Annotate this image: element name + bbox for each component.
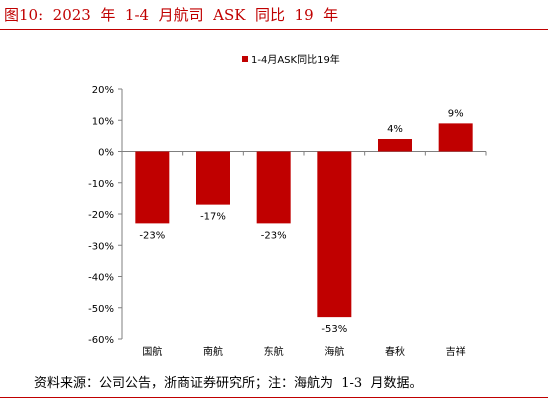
y-tick-label: 10% — [92, 116, 114, 127]
data-label-2: -23% — [261, 230, 287, 241]
category-label-5: 吉祥 — [446, 345, 466, 358]
legend: 1-4月ASK同比19年 — [242, 53, 340, 66]
data-labels: -23% -17% -23% -53% 4% 9% — [139, 108, 463, 335]
axes — [121, 89, 487, 339]
figure-title: 图10: 2023 年 1-4 月航司 ASK 同比 19 年 — [4, 6, 339, 24]
bar-5 — [438, 123, 473, 152]
data-label-3: -53% — [321, 324, 347, 335]
y-tick-label: 0% — [98, 148, 114, 159]
bars — [135, 123, 473, 318]
y-tick-label: -40% — [88, 273, 114, 284]
category-label-1: 南航 — [203, 345, 223, 358]
legend-swatch — [242, 56, 248, 62]
bar-4 — [378, 139, 412, 152]
bar-0 — [135, 151, 170, 224]
bar-1 — [196, 151, 230, 205]
category-label-2: 东航 — [264, 345, 284, 358]
title-divider — [0, 29, 548, 30]
data-label-5: 9% — [448, 108, 464, 119]
data-label-4: 4% — [387, 124, 403, 135]
x-axis-labels: 国航 南航 东航 海航 春秋 吉祥 — [142, 345, 465, 358]
data-label-0: -23% — [139, 230, 165, 241]
y-tick-label: -60% — [88, 335, 114, 346]
category-label-0: 国航 — [142, 345, 162, 358]
y-tick-label: -50% — [88, 304, 114, 315]
data-label-1: -17% — [200, 212, 226, 223]
y-tick-label: -20% — [88, 210, 114, 221]
y-tick-label: 20% — [92, 85, 114, 96]
legend-label: 1-4月ASK同比19年 — [251, 53, 340, 66]
bar-3 — [317, 151, 352, 318]
source-note: 资料来源：公司公告，浙商证券研究所；注：海航为 1-3 月数据。 — [34, 376, 423, 391]
category-label-4: 春秋 — [385, 345, 405, 358]
category-label-3: 海航 — [324, 345, 344, 358]
y-tick-label: -10% — [88, 179, 114, 190]
bar-2 — [256, 151, 291, 224]
ask-yoy-bar-chart: 1-4月ASK同比19年 20% 10% 0% -10% -20% -30% -40% -50… — [88, 53, 487, 358]
y-tick-label: -30% — [88, 241, 114, 252]
y-axis-ticks: 20% 10% 0% -10% -20% -30% -40% -50% -60% — [88, 85, 122, 346]
bottom-divider — [0, 397, 548, 398]
